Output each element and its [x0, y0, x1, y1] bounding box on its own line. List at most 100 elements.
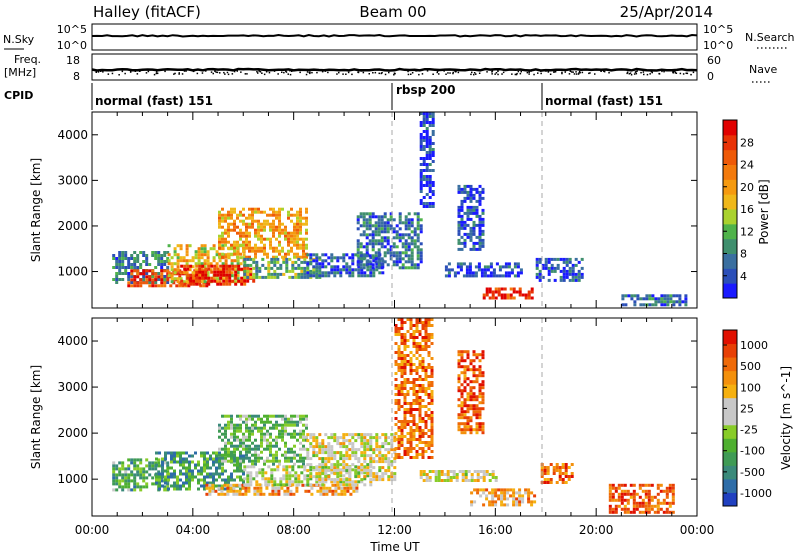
- heatmap-cell: [530, 290, 534, 294]
- heatmap-cell: [260, 435, 263, 439]
- heatmap-cell: [234, 273, 238, 277]
- heatmap-cell: [251, 429, 254, 433]
- nave-point: [421, 73, 424, 75]
- heatmap-cell: [422, 118, 426, 121]
- heatmap-cell: [203, 463, 206, 467]
- heatmap-cell: [614, 507, 618, 511]
- heatmap-cell: [312, 448, 316, 452]
- heatmap-cell: [318, 448, 322, 452]
- heatmap-cell: [185, 451, 188, 455]
- heatmap-cell: [148, 275, 152, 279]
- heatmap-cell: [182, 259, 186, 263]
- heatmap-cell: [500, 494, 504, 498]
- heatmap-cell: [121, 488, 125, 492]
- heatmap-cell: [263, 243, 266, 247]
- heatmap-cell: [209, 457, 212, 461]
- heatmap-cell: [236, 466, 239, 470]
- heatmap-cell: [565, 275, 569, 279]
- heatmap-cell: [671, 486, 675, 490]
- heatmap-cell: [368, 212, 372, 216]
- heatmap-cell: [481, 187, 485, 191]
- heatmap-cell: [321, 463, 325, 467]
- heatmap-cell: [321, 262, 325, 266]
- heatmap-cell: [327, 457, 331, 461]
- heatmap-cell: [271, 486, 275, 490]
- heatmap-cell: [324, 274, 328, 278]
- heatmap-cell: [167, 475, 170, 479]
- heatmap-cell: [362, 218, 366, 222]
- heatmap-cell: [672, 294, 676, 298]
- heatmap-cell: [626, 492, 630, 496]
- heatmap-cell: [450, 268, 454, 272]
- heatmap-cell: [133, 461, 137, 465]
- heatmap-cell: [469, 226, 473, 230]
- heatmap-cell: [394, 330, 398, 333]
- heatmap-cell: [407, 236, 411, 240]
- heatmap-cell: [400, 381, 404, 384]
- heatmap-cell: [403, 333, 407, 336]
- heatmap-cell: [303, 477, 307, 481]
- heatmap-cell: [269, 453, 272, 457]
- heatmap-cell: [167, 271, 171, 275]
- heatmap-cell: [342, 268, 346, 272]
- heatmap-cell: [559, 269, 563, 273]
- heatmap-cell: [234, 282, 238, 286]
- heatmap-cell: [431, 160, 435, 163]
- heatmap-cell: [170, 277, 174, 281]
- heatmap-cell: [375, 460, 379, 464]
- heatmap-cell: [415, 450, 419, 453]
- heatmap-cell: [278, 462, 281, 466]
- heatmap-cell: [166, 257, 170, 260]
- heatmap-cell: [387, 457, 391, 461]
- heatmap-cell: [222, 270, 226, 274]
- heatmap-cell: [121, 257, 125, 260]
- heatmap-cell: [469, 205, 473, 209]
- heatmap-cell: [380, 266, 384, 270]
- heatmap-cell: [380, 230, 384, 234]
- heatmap-cell: [549, 463, 553, 466]
- heatmap-cell: [478, 353, 482, 357]
- heatmap-cell: [303, 474, 307, 478]
- nave-point: [277, 73, 279, 75]
- heatmap-cell: [476, 491, 480, 495]
- heatmap-cell: [139, 476, 143, 480]
- heatmap-cell: [334, 486, 338, 490]
- nave-point: [661, 70, 663, 73]
- heatmap-cell: [415, 351, 419, 354]
- heatmap-cell: [233, 222, 236, 226]
- heatmap-cell: [218, 472, 221, 476]
- heatmap-cell: [397, 402, 401, 405]
- nave-point: [224, 73, 226, 75]
- heatmap-cell: [202, 284, 206, 288]
- heatmap-cell: [476, 476, 480, 479]
- heatmap-cell: [176, 478, 179, 482]
- heatmap-cell: [641, 504, 645, 508]
- heatmap-cell: [503, 296, 507, 300]
- colorbar-swatch: [723, 438, 737, 453]
- heatmap-cell: [395, 230, 399, 234]
- heatmap-cell: [466, 205, 470, 209]
- heatmap-cell: [139, 278, 143, 282]
- heatmap-cell: [249, 263, 253, 267]
- heatmap-cell: [182, 463, 185, 467]
- heatmap-cell: [497, 287, 501, 291]
- heatmap-cell: [678, 303, 682, 307]
- heatmap-cell: [431, 115, 435, 118]
- heatmap-cell: [653, 504, 657, 508]
- heatmap-cell: [360, 454, 364, 458]
- heatmap-cell: [527, 296, 531, 300]
- heatmap-cell: [206, 472, 209, 476]
- heatmap-cell: [427, 381, 431, 384]
- heatmap-cell: [359, 263, 363, 267]
- heatmap-cell: [455, 479, 459, 482]
- heatmap-cell: [251, 246, 254, 250]
- heatmap-cell: [515, 503, 519, 507]
- heatmap-cell: [242, 481, 245, 485]
- heatmap-cell: [463, 377, 467, 381]
- nave-point: [554, 70, 557, 73]
- heatmap-cell: [387, 475, 391, 479]
- heatmap-cell: [495, 262, 499, 266]
- heatmap-cell: [386, 227, 390, 231]
- heatmap-cell: [345, 471, 349, 475]
